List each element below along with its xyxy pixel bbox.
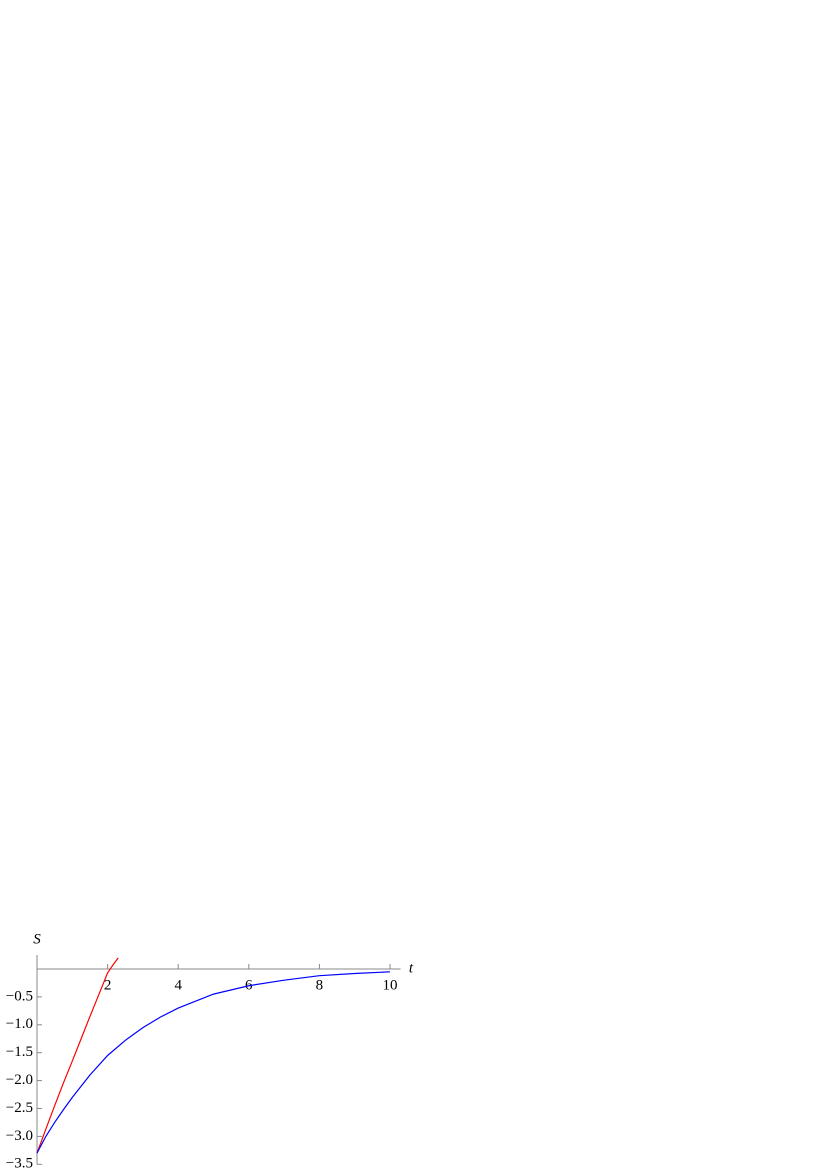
y-tick-label: −0.5 [6,988,33,1004]
x-axis-label: t [409,960,414,976]
series-line [36,971,391,1154]
x-tick-label: 2 [104,977,112,993]
y-tick-label: −1.5 [6,1044,33,1060]
y-tick-label: −3.5 [6,1156,33,1170]
x-tick-label: 4 [174,977,182,993]
y-tick-label: −3.0 [6,1128,33,1144]
y-tick-label: −2.0 [6,1072,33,1088]
series-line [36,957,119,1154]
y-tick-label: −1.0 [6,1016,33,1032]
y-axis-label: S [33,931,41,947]
y-tick-label: −2.5 [6,1100,33,1116]
x-tick-label: 10 [383,977,398,993]
x-tick-label: 8 [316,977,324,993]
